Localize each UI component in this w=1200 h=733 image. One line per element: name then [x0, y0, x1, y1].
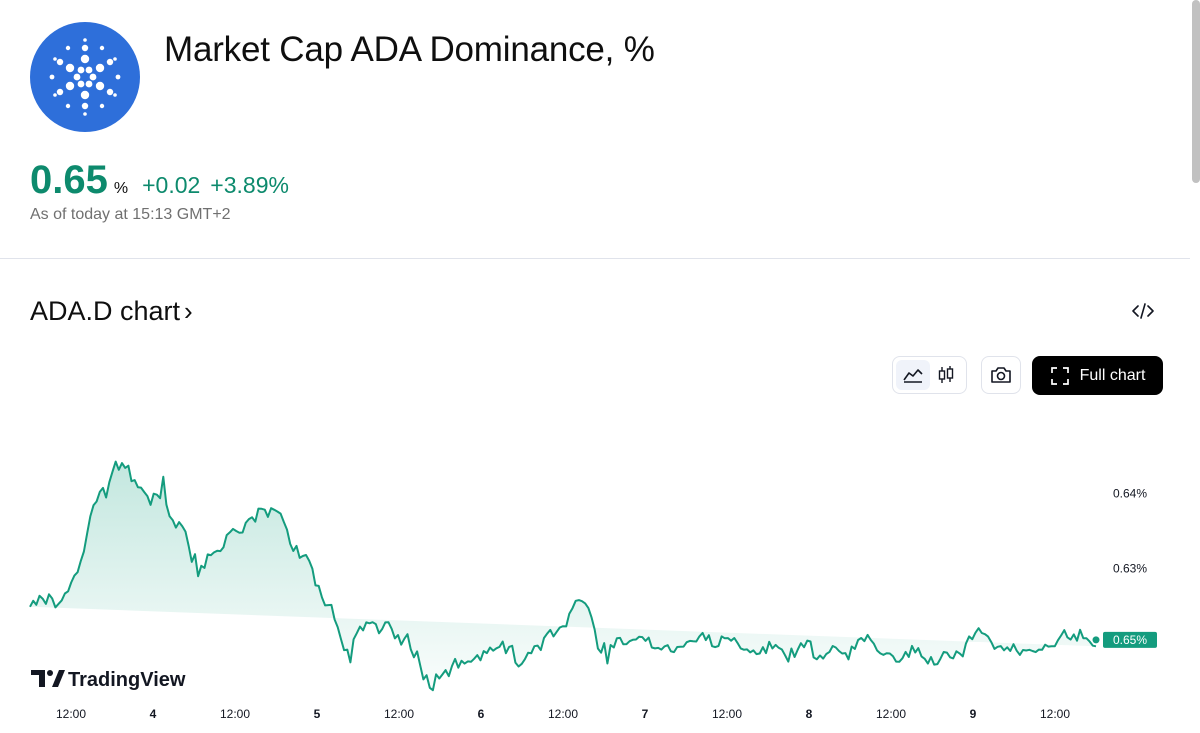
- page-scrollbar[interactable]: [1192, 0, 1200, 183]
- section-divider: [0, 258, 1190, 259]
- embed-code-icon[interactable]: [1132, 302, 1154, 320]
- full-chart-button[interactable]: Full chart: [1032, 356, 1163, 395]
- price-change: +0.02: [142, 172, 201, 198]
- chevron-right-icon: ›: [184, 296, 193, 326]
- x-tick-label: 9: [970, 707, 977, 721]
- chart-title-link[interactable]: ADA.D chart ›: [30, 296, 193, 327]
- x-tick-label: 12:00: [548, 707, 578, 721]
- area-chart-button[interactable]: [896, 360, 930, 390]
- x-tick-label: 12:00: [1040, 707, 1070, 721]
- chart-style-toggle: [892, 356, 967, 394]
- y-tick-label: 0.64%: [1113, 487, 1147, 501]
- last-price-label: 0.65%: [1113, 633, 1147, 647]
- chart-title: ADA.D chart: [30, 296, 181, 326]
- x-tick-label: 12:00: [712, 707, 742, 721]
- price-row: 0.65 % +0.02 +3.89%: [30, 158, 289, 203]
- tradingview-watermark: TradingView: [31, 669, 186, 691]
- cardano-dots-icon: [49, 38, 121, 116]
- tradingview-wordmark: TradingView: [68, 669, 186, 691]
- snapshot-button[interactable]: [981, 356, 1021, 394]
- x-tick-label: 4: [150, 707, 157, 721]
- camera-icon: [991, 367, 1011, 383]
- full-chart-label: Full chart: [1079, 366, 1146, 384]
- x-tick-label: 12:00: [56, 707, 86, 721]
- price-chart[interactable]: 0.62%0.63%0.64% 12:00412:00512:00612:007…: [0, 400, 1190, 733]
- candles-chart-button[interactable]: [930, 360, 964, 390]
- x-tick-label: 5: [314, 707, 321, 721]
- last-price-dot: [1092, 636, 1100, 644]
- x-tick-label: 12:00: [876, 707, 906, 721]
- last-price-badge: [1103, 631, 1157, 648]
- y-tick-label: 0.63%: [1113, 561, 1147, 575]
- fullscreen-icon: [1050, 366, 1069, 385]
- x-tick-label: 7: [642, 707, 649, 721]
- price-value: 0.65: [30, 158, 108, 202]
- area-chart-icon: [903, 369, 923, 383]
- price-unit: %: [113, 180, 129, 197]
- x-tick-label: 12:00: [384, 707, 414, 721]
- candlestick-icon: [939, 366, 954, 383]
- page-title: Market Cap ADA Dominance, %: [164, 30, 655, 69]
- as-of-timestamp: As of today at 15:13 GMT+2: [30, 206, 231, 223]
- x-tick-label: 12:00: [220, 707, 250, 721]
- x-tick-label: 8: [806, 707, 813, 721]
- price-line: [29, 460, 1097, 692]
- price-change-percent: +3.89%: [210, 172, 289, 198]
- cardano-logo: [30, 22, 140, 132]
- x-tick-label: 6: [478, 707, 485, 721]
- tradingview-logo-icon: [31, 670, 65, 687]
- price-area-fill: [30, 461, 1096, 691]
